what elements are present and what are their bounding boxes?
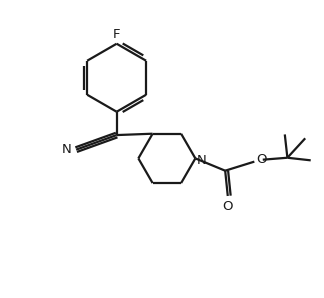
Text: N: N bbox=[197, 153, 207, 167]
Text: F: F bbox=[113, 28, 121, 41]
Text: N: N bbox=[62, 143, 72, 156]
Text: O: O bbox=[257, 153, 267, 166]
Text: O: O bbox=[223, 200, 233, 213]
